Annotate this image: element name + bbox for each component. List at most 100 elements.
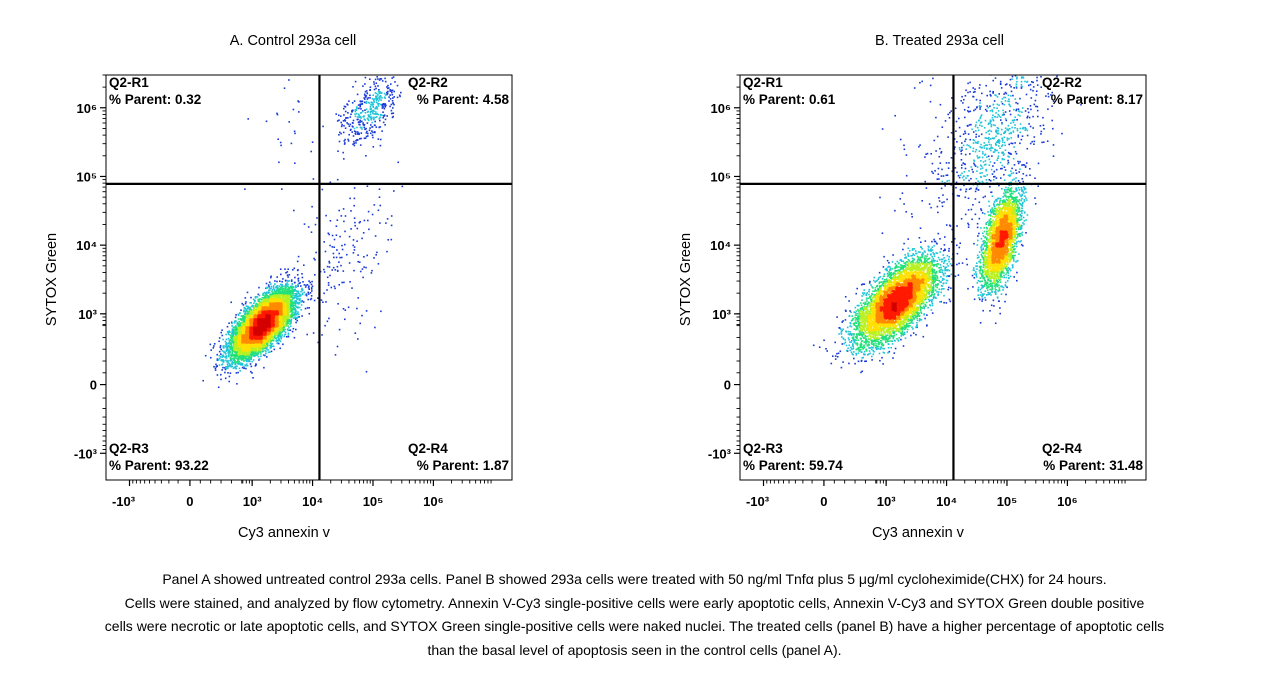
event-dot xyxy=(271,333,273,335)
event-dot xyxy=(267,339,270,341)
event-dot xyxy=(289,295,291,297)
event-dot xyxy=(288,300,291,303)
event-dot xyxy=(314,223,317,226)
event-dot xyxy=(279,295,281,298)
event-dot xyxy=(277,290,279,293)
event-dot xyxy=(320,299,323,301)
event-dot xyxy=(244,297,247,299)
event-dot xyxy=(396,96,399,99)
event-dot xyxy=(226,325,229,328)
event-dot xyxy=(230,339,232,341)
event-dot xyxy=(357,338,359,340)
event-dot xyxy=(296,317,298,319)
event-dot xyxy=(256,313,258,316)
event-dot xyxy=(260,355,262,358)
event-dot xyxy=(357,104,360,106)
event-dot xyxy=(378,89,380,91)
event-dot xyxy=(294,311,296,314)
event-dot xyxy=(359,119,361,122)
event-dot xyxy=(295,295,298,297)
event-dot xyxy=(364,96,367,98)
event-dot xyxy=(213,343,216,345)
event-dot xyxy=(227,367,229,369)
event-dot xyxy=(365,100,368,103)
event-dot xyxy=(348,133,350,136)
event-dot xyxy=(243,332,245,334)
event-dot xyxy=(357,133,359,135)
event-dot xyxy=(267,302,269,305)
event-dot xyxy=(334,354,337,356)
event-dot xyxy=(328,317,330,320)
event-dot xyxy=(240,309,242,311)
event-dot xyxy=(273,288,275,291)
event-dot xyxy=(329,274,331,277)
event-dot xyxy=(284,268,286,270)
event-dot xyxy=(258,358,261,360)
event-dot xyxy=(293,130,296,133)
event-dot xyxy=(229,364,232,366)
event-dot xyxy=(332,266,335,269)
event-dot xyxy=(354,113,356,115)
event-dot xyxy=(289,290,292,293)
event-dot xyxy=(341,248,344,251)
event-dot xyxy=(296,301,298,304)
event-dot xyxy=(212,347,215,349)
event-dot xyxy=(258,359,260,361)
event-dot xyxy=(279,331,281,333)
event-dot xyxy=(273,332,275,334)
event-dot xyxy=(242,344,244,346)
event-dot xyxy=(377,100,380,102)
event-dot xyxy=(273,301,275,303)
event-dot xyxy=(244,312,247,315)
event-dot xyxy=(374,326,376,329)
event-dot xyxy=(363,137,366,140)
event-dot xyxy=(246,360,248,363)
event-dot xyxy=(225,357,228,359)
event-dot xyxy=(242,360,245,362)
event-dot xyxy=(296,306,298,308)
event-dot xyxy=(384,118,387,121)
event-dot xyxy=(257,312,260,314)
event-dot xyxy=(269,344,271,347)
event-dot xyxy=(295,301,298,303)
event-dot xyxy=(246,352,249,354)
event-dot xyxy=(263,308,265,310)
event-dot xyxy=(335,113,337,115)
event-dot xyxy=(296,319,299,322)
event-dot xyxy=(238,363,241,365)
event-dot xyxy=(289,298,291,301)
event-dot xyxy=(302,281,304,283)
event-dot xyxy=(377,102,379,105)
event-dot xyxy=(286,318,289,320)
event-dot xyxy=(343,220,345,223)
event-dot xyxy=(285,292,288,294)
event-dot xyxy=(324,250,327,253)
event-dot xyxy=(228,330,231,332)
event-dot xyxy=(290,322,292,324)
event-dot xyxy=(238,320,240,323)
event-dot xyxy=(266,304,268,306)
event-dot xyxy=(287,276,289,278)
event-dot xyxy=(285,313,287,315)
event-dot xyxy=(261,297,264,299)
event-dot xyxy=(354,115,357,118)
event-dot xyxy=(348,100,350,102)
event-dot xyxy=(251,352,253,355)
event-dot xyxy=(237,342,240,345)
event-dot xyxy=(285,296,287,299)
event-dot xyxy=(231,333,233,335)
event-dot xyxy=(337,150,339,152)
event-dot xyxy=(387,84,389,87)
event-dot xyxy=(237,348,240,351)
event-dot xyxy=(386,86,388,88)
event-dot xyxy=(241,345,244,348)
event-dot xyxy=(328,262,331,264)
event-dot xyxy=(305,293,308,295)
event-dot xyxy=(338,134,340,136)
event-dot xyxy=(267,292,270,294)
event-dot xyxy=(362,276,364,279)
event-dot xyxy=(267,349,270,351)
event-dot xyxy=(268,285,270,288)
event-dot xyxy=(358,107,360,110)
event-dot xyxy=(384,103,386,105)
